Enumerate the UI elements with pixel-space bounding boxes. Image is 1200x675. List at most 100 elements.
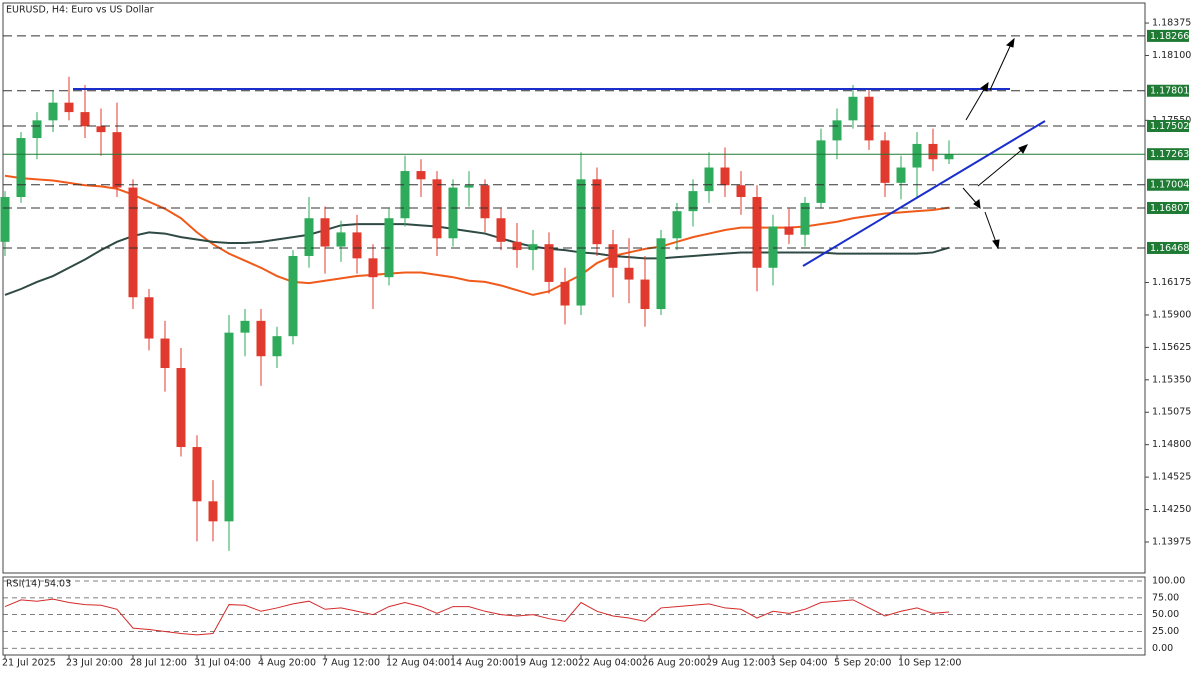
arrow — [965, 85, 987, 121]
x-tick-label: 7 Aug 12:00 — [322, 658, 380, 669]
candle-body — [160, 338, 170, 369]
level-label-bg — [1147, 148, 1189, 161]
x-tick-label: 26 Aug 20:00 — [642, 658, 706, 669]
arrow — [977, 147, 1025, 187]
arrow-head — [1018, 144, 1029, 154]
rsi-title: RSI(14) 54.03 — [6, 579, 71, 590]
level-label-bg — [1147, 29, 1189, 42]
y-tick-label: 1.15350 — [1152, 374, 1191, 385]
candle-body — [128, 187, 138, 298]
candle-body — [368, 258, 378, 278]
arrow — [984, 211, 998, 246]
level-label: 1.16807 — [1150, 203, 1189, 214]
main-panel — [2, 2, 1146, 574]
candle-body — [560, 281, 570, 306]
candle-body — [224, 332, 234, 522]
arrows — [962, 37, 1029, 250]
chart-title: EURUSD, H4: Euro vs US Dollar — [6, 5, 154, 16]
candle-body — [80, 112, 90, 127]
plot-layer: 1.183751.181001.175501.161751.159001.156… — [0, 18, 1191, 669]
candle-body — [688, 191, 698, 212]
level-label-bg — [1147, 84, 1189, 97]
y-tick-label: 1.16175 — [1152, 277, 1191, 288]
candle-body — [640, 279, 650, 310]
x-tick-label: 29 Aug 12:00 — [706, 658, 770, 669]
y-tick-label: 75.00 — [1152, 592, 1179, 603]
candle-body — [320, 218, 330, 247]
level-label: 1.17801 — [1150, 86, 1189, 97]
x-tick-label: 10 Sep 12:00 — [898, 658, 961, 669]
x-tick-label: 28 Jul 12:00 — [130, 658, 187, 669]
x-tick-label: 3 Sep 04:00 — [770, 658, 827, 669]
x-tick-label: 5 Sep 20:00 — [834, 658, 891, 669]
level-label: 1.16468 — [1150, 243, 1189, 254]
candle-body — [16, 138, 26, 198]
y-tick-label: 1.15625 — [1152, 342, 1191, 353]
y-tick-label: 1.15900 — [1152, 309, 1191, 320]
candle-body — [208, 501, 218, 522]
arrow-head — [992, 239, 1000, 250]
y-tick-label: 1.18100 — [1152, 50, 1191, 61]
y-tick-label: 0.00 — [1152, 643, 1173, 654]
candle-body — [0, 197, 10, 242]
y-tick-label: 1.15075 — [1152, 407, 1191, 418]
candle-body — [832, 120, 842, 141]
candle-body — [96, 126, 106, 133]
level-label: 1.18266 — [1150, 31, 1189, 42]
candle-body — [464, 185, 474, 188]
x-tick-label: 23 Jul 20:00 — [66, 658, 123, 669]
candle-body — [624, 267, 634, 280]
y-tick-label: 1.14800 — [1152, 439, 1191, 450]
candle-body — [656, 238, 666, 310]
candle-body — [400, 171, 410, 219]
candle-body — [544, 244, 554, 282]
y-tick-label: 25.00 — [1152, 626, 1179, 637]
moving-average — [4, 174, 950, 296]
candle-body — [672, 211, 682, 239]
drawings — [73, 88, 1046, 267]
moving-average — [4, 223, 950, 296]
trend-line — [802, 120, 1046, 267]
level-label-bg — [1147, 120, 1189, 133]
arrow-head — [973, 199, 981, 210]
candle-body — [496, 218, 506, 242]
candle-body — [944, 154, 954, 160]
candle-body — [800, 202, 810, 235]
candle-body — [480, 185, 490, 219]
candle-body — [112, 132, 122, 188]
x-tick-label: 31 Jul 04:00 — [194, 658, 251, 669]
x-tick-label: 4 Aug 20:00 — [258, 658, 316, 669]
candle-body — [512, 241, 522, 251]
y-tick-label: 1.18375 — [1152, 18, 1191, 29]
candle-body — [576, 179, 586, 306]
y-tick-label: 1.13975 — [1152, 536, 1191, 547]
candle-body — [768, 226, 778, 268]
candle-body — [912, 143, 922, 168]
rsi-line — [4, 598, 950, 636]
level-label-bg — [1147, 241, 1189, 254]
candle-body — [736, 185, 746, 198]
y-tick-label: 100.00 — [1152, 576, 1185, 587]
arrow — [989, 41, 1013, 91]
x-tick-label: 12 Aug 04:00 — [386, 658, 450, 669]
candle-body — [592, 179, 602, 245]
candle-body — [896, 167, 906, 183]
candle-body — [32, 120, 42, 139]
candle-body — [256, 320, 266, 357]
candle-body — [608, 244, 618, 268]
candle-body — [272, 336, 282, 357]
candle-body — [352, 232, 362, 259]
x-tick-label: 14 Aug 20:00 — [450, 658, 514, 669]
candle-body — [448, 187, 458, 239]
candle-body — [752, 197, 762, 268]
candle-body — [528, 244, 538, 251]
arrow-head — [980, 81, 989, 92]
candle-body — [816, 140, 826, 203]
candle-body — [240, 320, 250, 333]
level-label: 1.17004 — [1150, 180, 1189, 191]
candle-body — [416, 171, 426, 180]
y-tick-label: 1.14250 — [1152, 504, 1191, 515]
level-label: 1.17502 — [1150, 121, 1189, 132]
candle-body — [880, 140, 890, 183]
